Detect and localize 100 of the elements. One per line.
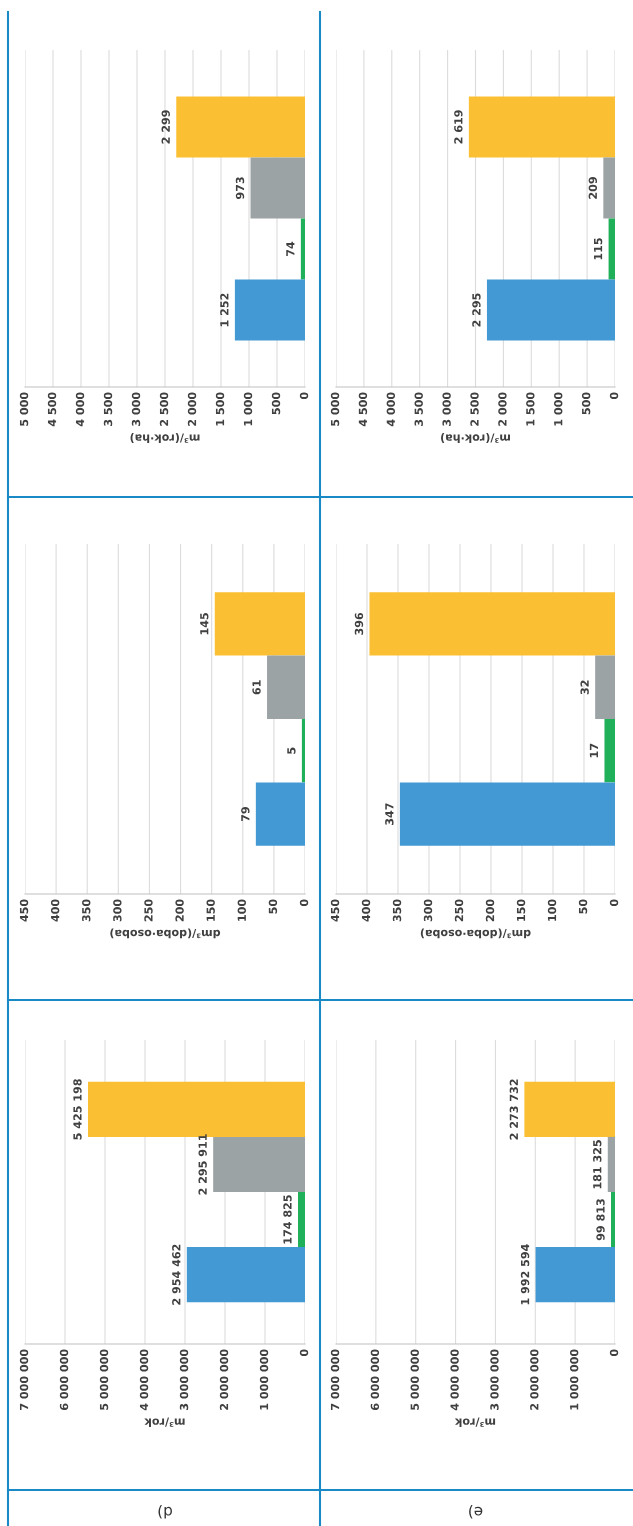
data-label: 209 bbox=[588, 177, 598, 199]
bar bbox=[399, 782, 615, 846]
x-tick-label: 5 000 000 bbox=[410, 1349, 419, 1410]
bar bbox=[298, 1192, 305, 1248]
x-tick-label: 7 000 000 bbox=[19, 1349, 29, 1410]
x-tick-label: 0 bbox=[299, 899, 309, 907]
x-axis-title: m³/rok bbox=[454, 1417, 496, 1428]
data-label: 181 325 bbox=[593, 1140, 602, 1189]
data-label: 61 bbox=[252, 680, 261, 695]
data-label: 2 295 911 bbox=[198, 1134, 207, 1195]
x-tick-label: 4 000 000 bbox=[450, 1349, 459, 1411]
x-tick-label: 200 bbox=[175, 899, 184, 922]
x-tick-label: 2 000 bbox=[187, 392, 197, 426]
x-tick-label: 100 bbox=[547, 899, 557, 921]
x-axis-title: m³/rok bbox=[144, 1417, 185, 1428]
data-label: 2 273 732 bbox=[509, 1079, 519, 1140]
x-tick-label: 2 000 000 bbox=[219, 1349, 229, 1410]
x-tick-label: 1 500 bbox=[526, 392, 535, 426]
x-tick-label: 3 500 bbox=[103, 392, 113, 426]
text: d) bbox=[158, 1504, 172, 1519]
x-axis-title: m³/(rok·ha) bbox=[441, 433, 510, 443]
data-label: 115 bbox=[594, 238, 603, 260]
bar bbox=[214, 592, 305, 656]
x-tick-label: 3 000 bbox=[442, 392, 451, 426]
x-tick-label: 4 000 bbox=[75, 392, 85, 427]
bar bbox=[369, 592, 615, 656]
x-tick-label: 400 bbox=[361, 899, 371, 922]
x-tick-label: 1 000 bbox=[554, 392, 563, 426]
x-tick-label: 5 000 bbox=[19, 392, 29, 426]
bar bbox=[535, 1247, 615, 1303]
x-tick-label: 50 bbox=[578, 899, 588, 914]
x-tick-label: 2 500 bbox=[470, 392, 479, 426]
x-tick-label: 4 000 bbox=[386, 392, 396, 427]
bar bbox=[607, 1136, 615, 1192]
x-axis-title: m³/(rok·ha) bbox=[130, 433, 200, 443]
data-label: 2 954 462 bbox=[172, 1244, 181, 1305]
bar bbox=[255, 782, 305, 846]
bar bbox=[186, 1247, 305, 1303]
bar bbox=[213, 1136, 305, 1192]
x-tick-label: 3 500 bbox=[414, 392, 423, 426]
data-label: 99 813 bbox=[596, 1199, 605, 1241]
x-tick-label: 350 bbox=[82, 899, 91, 922]
bar bbox=[608, 218, 615, 280]
data-label: 973 bbox=[235, 177, 245, 199]
x-axis-title: dm³/(doba·osoba) bbox=[110, 928, 221, 939]
bar bbox=[468, 96, 615, 158]
bar bbox=[603, 157, 615, 219]
x-tick-label: 350 bbox=[392, 899, 402, 922]
x-tick-label: 1 000 000 bbox=[259, 1349, 269, 1410]
x-tick-label: 300 bbox=[423, 899, 433, 922]
data-label: 2 299 bbox=[161, 110, 170, 144]
x-tick-label: 150 bbox=[516, 899, 526, 921]
x-tick-label: 0 bbox=[609, 392, 619, 400]
data-label: 79 bbox=[241, 807, 250, 822]
bar bbox=[267, 655, 305, 719]
x-tick-label: 6 000 000 bbox=[59, 1349, 69, 1411]
x-tick-label: 3 000 000 bbox=[179, 1349, 189, 1410]
x-tick-label: 4 500 bbox=[47, 392, 57, 427]
x-tick-label: 100 bbox=[237, 899, 246, 921]
x-tick-label: 50 bbox=[268, 899, 278, 914]
x-tick-label: 0 bbox=[299, 1349, 309, 1357]
x-tick-label: 500 bbox=[581, 392, 591, 415]
x-tick-label: 1 500 bbox=[215, 392, 225, 426]
x-tick-label: 3 000 bbox=[131, 392, 141, 426]
x-tick-label: 4 000 000 bbox=[139, 1349, 149, 1411]
data-label: 2 295 bbox=[472, 293, 481, 327]
data-label: 32 bbox=[580, 680, 589, 695]
bar bbox=[176, 96, 305, 158]
x-tick-label: 3 000 000 bbox=[490, 1349, 499, 1410]
bar bbox=[595, 655, 615, 719]
x-tick-label: 5 000 000 bbox=[99, 1349, 109, 1410]
data-label: 74 bbox=[286, 241, 295, 257]
x-tick-label: 0 bbox=[299, 392, 309, 400]
x-tick-label: 400 bbox=[50, 899, 60, 922]
x-tick-label: 250 bbox=[144, 899, 153, 922]
x-tick-label: 1 000 000 bbox=[569, 1349, 579, 1410]
data-label: 1 992 594 bbox=[520, 1244, 530, 1305]
data-label: 5 425 198 bbox=[73, 1079, 82, 1140]
bar bbox=[611, 1192, 615, 1248]
bar bbox=[301, 719, 305, 783]
x-tick-label: 1 000 bbox=[243, 392, 253, 426]
x-tick-label: 200 bbox=[485, 899, 495, 922]
x-tick-label: 250 bbox=[454, 899, 464, 922]
data-label: 174 825 bbox=[283, 1195, 292, 1244]
x-tick-label: 450 bbox=[330, 899, 340, 922]
bar bbox=[524, 1081, 615, 1137]
bar bbox=[486, 279, 615, 341]
data-label: 17 bbox=[589, 743, 598, 758]
x-tick-label: 0 bbox=[609, 899, 619, 907]
x-tick-label: 2 000 000 bbox=[530, 1349, 539, 1410]
text: e) bbox=[469, 1504, 483, 1519]
data-label: 2 619 bbox=[454, 110, 463, 144]
data-label: 145 bbox=[200, 613, 209, 635]
x-tick-label: 2 500 bbox=[159, 392, 169, 426]
x-tick-label: 4 500 bbox=[358, 392, 368, 427]
x-tick-label: 150 bbox=[206, 899, 215, 921]
x-tick-label: 5 000 bbox=[330, 392, 340, 426]
data-label: 347 bbox=[385, 803, 394, 825]
x-tick-label: 450 bbox=[19, 899, 29, 922]
x-tick-label: 2 000 bbox=[498, 392, 507, 426]
